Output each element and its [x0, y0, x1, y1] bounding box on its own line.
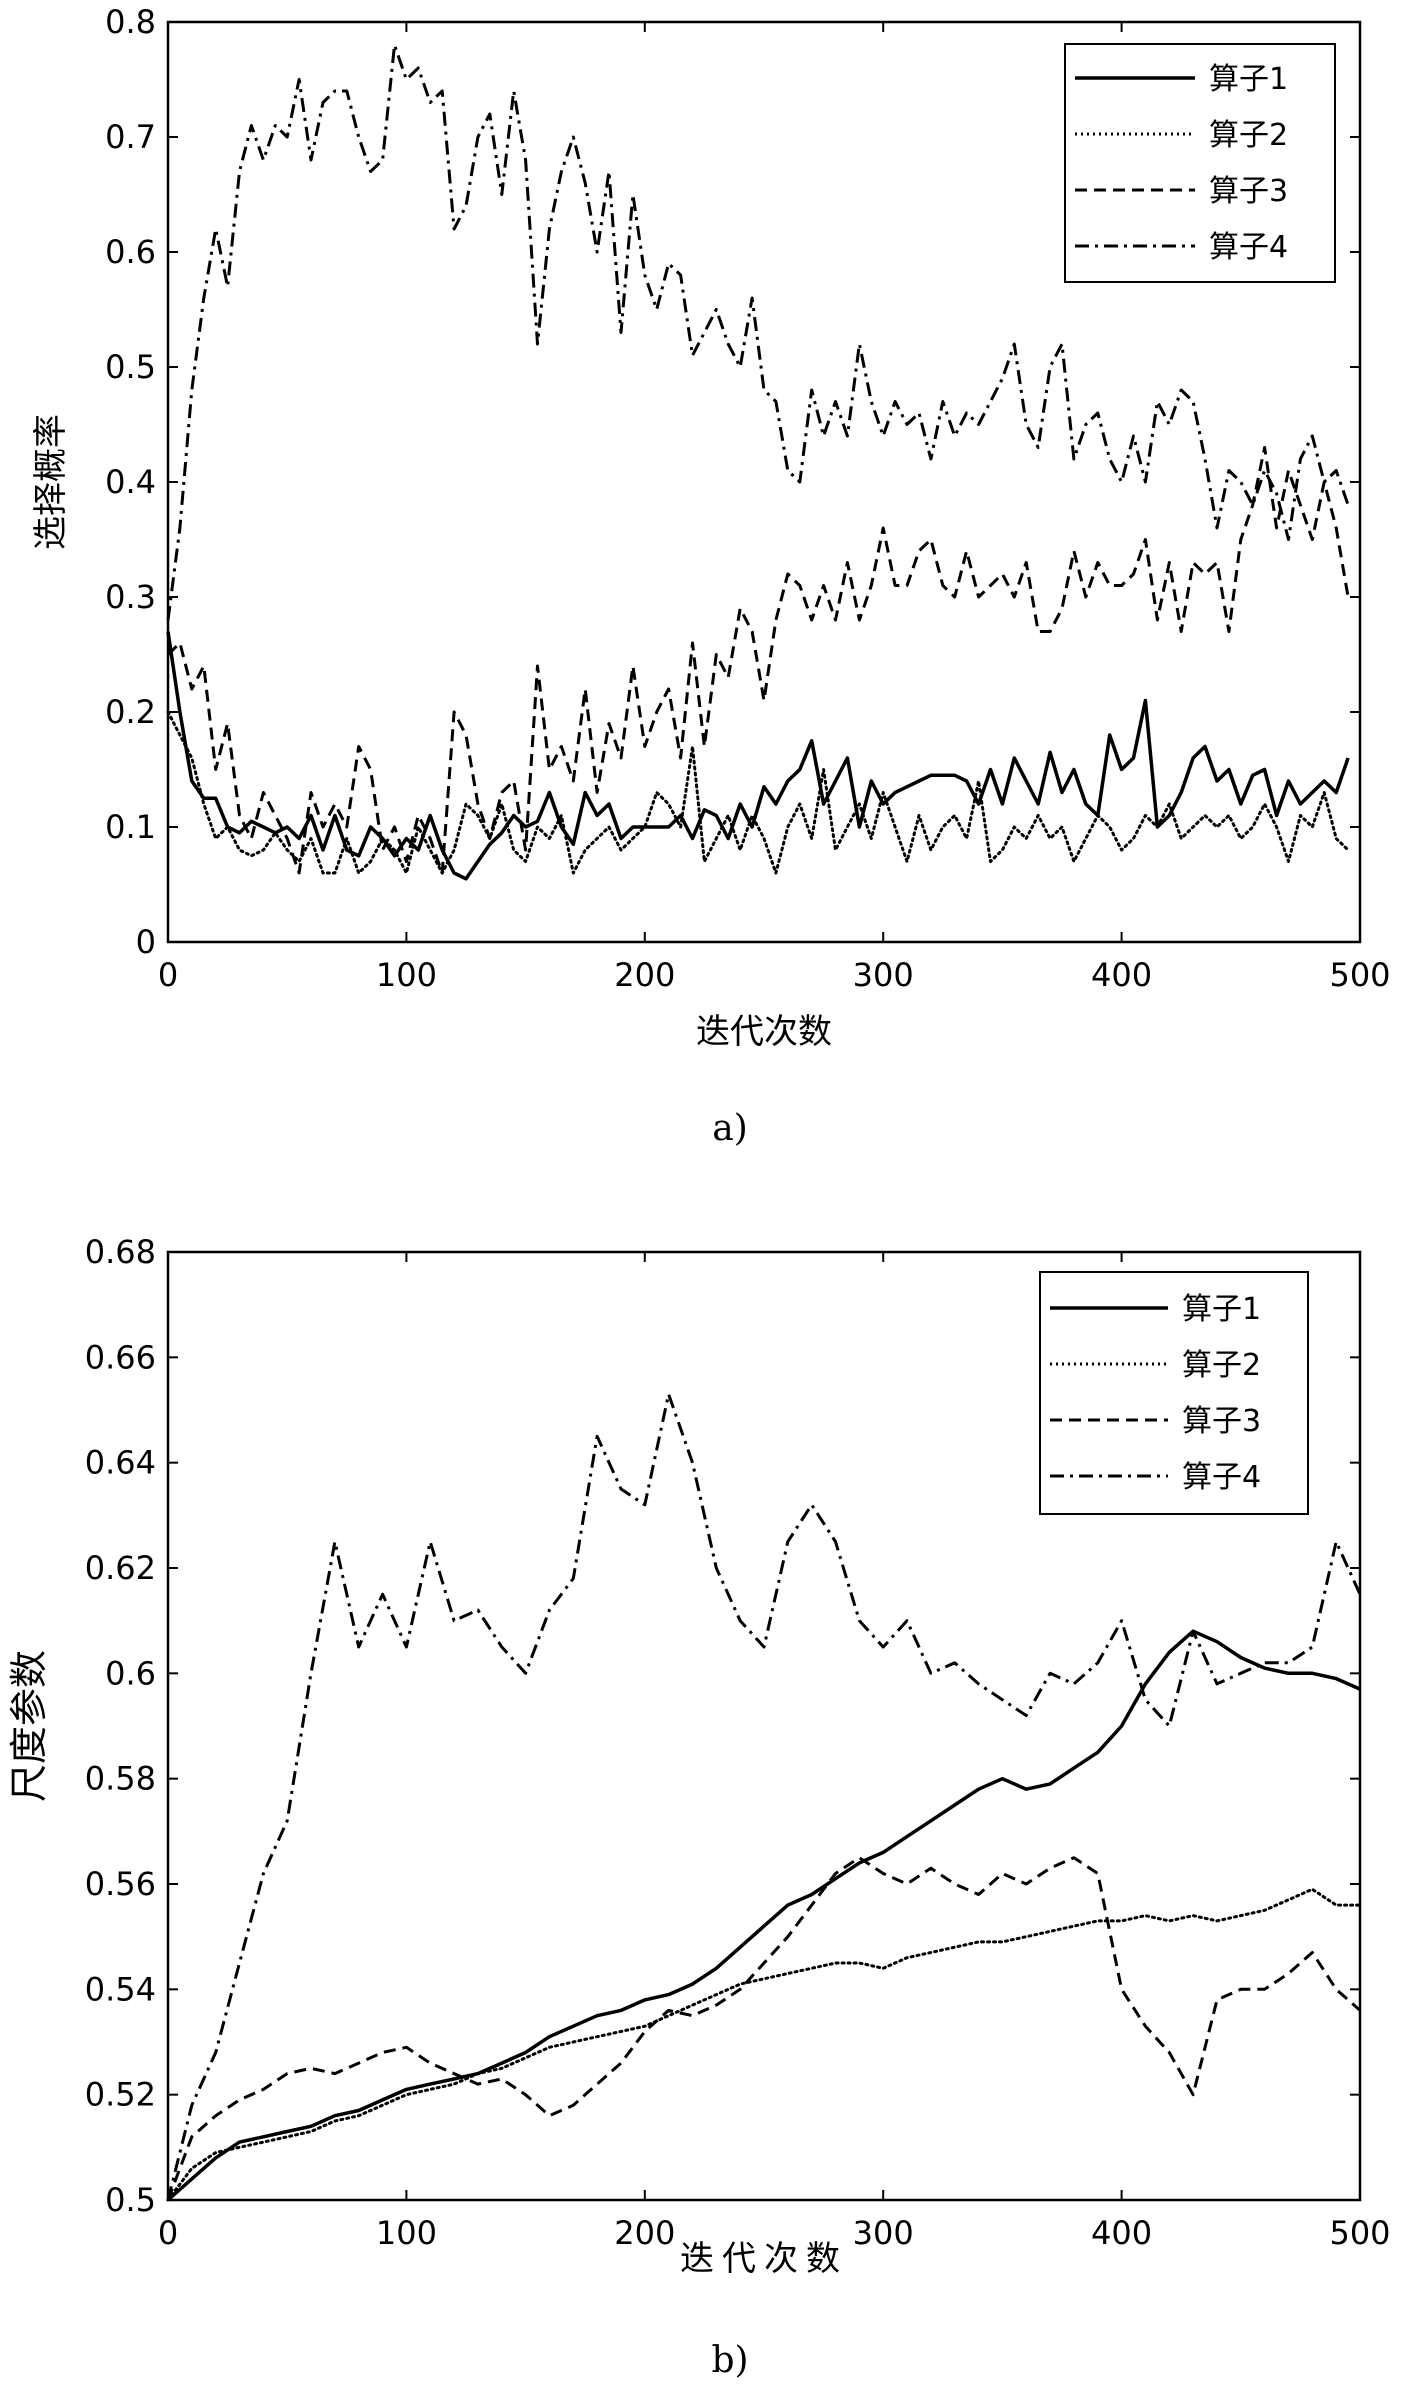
chart-a-legend: 算子1 算子2 算子3 算子4: [1065, 44, 1335, 282]
chart-b-legend-label-2: 算子2: [1182, 1348, 1261, 1383]
chart-b-y-tick-label: 0.6: [105, 1654, 156, 1692]
chart-b-series-4-line: [168, 1394, 1360, 2200]
chart-b-y-tick-label: 0.52: [85, 2076, 156, 2114]
chart-b-y-tick-label: 0.54: [85, 1970, 156, 2008]
chart-a-x-tick-label: 400: [1091, 956, 1152, 994]
chart-b-x-tick-label: 200: [614, 2214, 675, 2252]
chart-a-legend-label-1: 算子1: [1209, 62, 1288, 97]
chart-a-x-tick-label: 0: [158, 956, 178, 994]
chart-b-legend-label-1: 算子1: [1182, 1292, 1261, 1327]
chart-b-y-tick-label: 0.68: [85, 1233, 156, 1271]
chart-a-x-tick-label: 500: [1329, 956, 1390, 994]
chart-b-x-tick-label: 300: [853, 2214, 914, 2252]
chart-b-legend-label-4: 算子4: [1182, 1460, 1261, 1495]
chart-b-y-tick-label: 0.64: [85, 1444, 156, 1482]
chart-a-legend-label-2: 算子2: [1209, 118, 1288, 153]
chart-a-legend-label-3: 算子3: [1209, 174, 1288, 209]
chart-a-y-tick-label: 0.3: [105, 578, 156, 616]
chart-a-x-tick-label: 200: [614, 956, 675, 994]
chart-b-x-tick-label: 400: [1091, 2214, 1152, 2252]
chart-a-y-tick-label: 0: [136, 923, 156, 961]
chart-a-y-axis-label: 选择概率: [31, 414, 71, 550]
chart-a-y-tick-label: 0.4: [105, 463, 156, 501]
chart-b-legend-label-3: 算子3: [1182, 1404, 1261, 1439]
chart-b-y-axis-label: 尺度参数: [7, 1650, 51, 1802]
chart-a-caption: a): [712, 1108, 748, 1149]
chart-a-series-1-line: [168, 632, 1348, 879]
chart-b-y-tick-label: 0.5: [105, 2181, 156, 2219]
chart-b-y-tick-label: 0.62: [85, 1549, 156, 1587]
chart-b-series: [168, 1394, 1360, 2200]
chart-b-legend: 算子1 算子2 算子3 算子4: [1040, 1272, 1308, 1514]
chart-a-y-tick-label: 0.5: [105, 348, 156, 386]
chart-b-y-tick-label: 0.58: [85, 1760, 156, 1798]
chart-a-legend-label-4: 算子4: [1209, 230, 1288, 265]
chart-b-caption: b): [711, 2340, 748, 2381]
chart-b-y-tick-label: 0.66: [85, 1338, 156, 1376]
chart-b-series-2-line: [168, 1889, 1360, 2200]
chart-a-y-tick-label: 0.1: [105, 808, 156, 846]
chart-a-y-tick-label: 0.7: [105, 118, 156, 156]
chart-b-x-axis-label: 迭代次数: [680, 2239, 848, 2279]
chart-b-x-tick-label: 500: [1329, 2214, 1390, 2252]
chart-a-y-tick-label: 0.2: [105, 693, 156, 731]
chart-a-x-tick-label: 300: [853, 956, 914, 994]
chart-b-x-tick-label: 100: [376, 2214, 437, 2252]
chart-a-y-tick-label: 0.6: [105, 233, 156, 271]
chart-a-x-axis-label: 迭代次数: [696, 1012, 832, 1052]
chart-b-series-1-line: [168, 1631, 1360, 2200]
chart-b-y-tick-label: 0.56: [85, 1865, 156, 1903]
chart-a-x-tick-label: 100: [376, 956, 437, 994]
chart-b-series-3-line: [168, 1858, 1360, 2200]
chart-a-y-tick-label: 0.8: [105, 3, 156, 41]
chart-b-x-tick-label: 0: [158, 2214, 178, 2252]
chart-b: 0 100 200 300 400 500 0.5 0.52 0.54 0.56 0.58 0.6 0.…: [7, 1233, 1391, 2381]
chart-a: 0 100 200 300 400 500 0 0.1 0.2 0.3 0.4 0.5 0.6 0.7 0.…: [31, 3, 1391, 1149]
